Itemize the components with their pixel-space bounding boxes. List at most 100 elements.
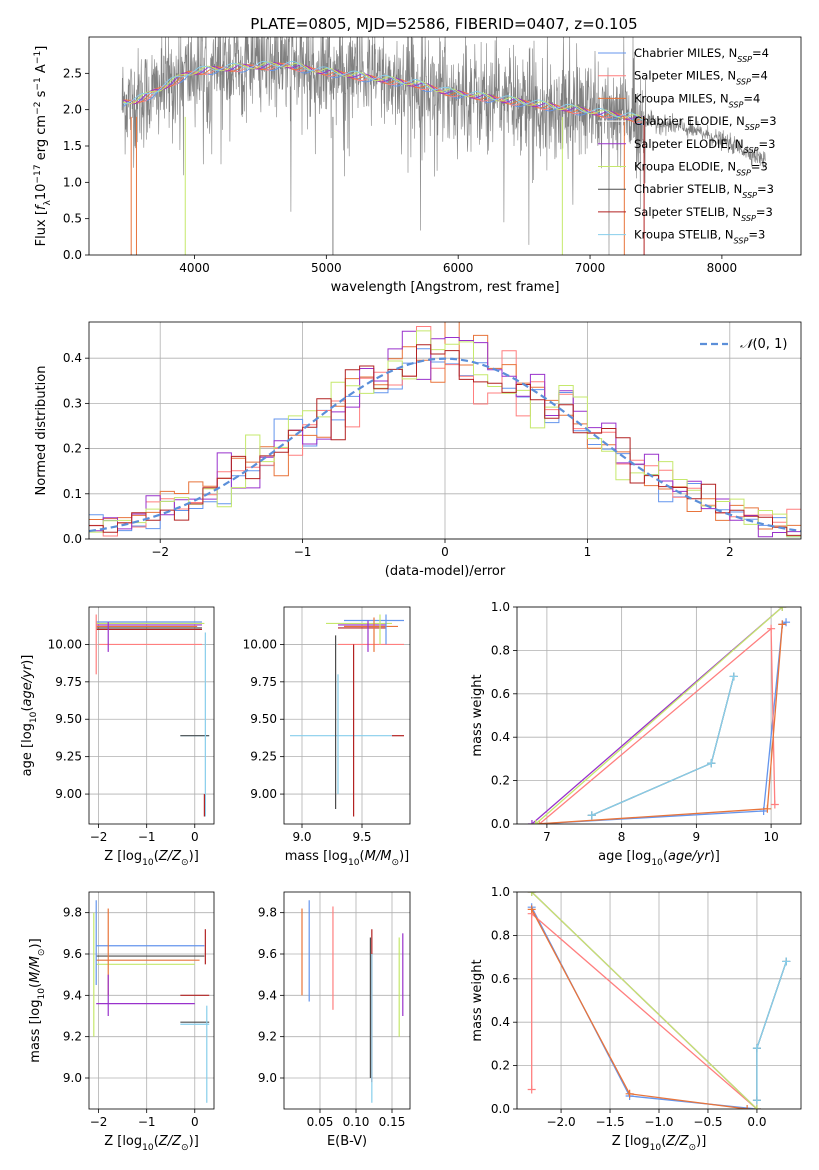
x-tick-label: −1.0 (644, 1115, 673, 1129)
x-tick-label: 9.0 (292, 830, 311, 844)
weight-line (535, 621, 787, 824)
y-tick-label: 9.4 (63, 988, 82, 1002)
weight-point (527, 905, 536, 914)
legend-entry: Kroupa ELODIE, NSSP=3 (634, 160, 768, 178)
plot-area (301, 900, 404, 1103)
plot-area (290, 614, 404, 817)
y-tick-label: 9.6 (63, 947, 82, 961)
residual-histogram (89, 330, 801, 538)
y-tick-label: 9.0 (258, 1071, 277, 1085)
x-tick-label: 0 (191, 1115, 199, 1129)
y-tick-label: 1.0 (491, 600, 510, 614)
x-tick-label: 1 (584, 545, 592, 559)
plot-area (93, 900, 210, 1103)
model-spectrum (123, 61, 643, 121)
weight-point (527, 820, 536, 824)
weight-point (531, 820, 540, 824)
axes-frame (283, 606, 411, 825)
weight-line (756, 961, 787, 1101)
x-axis-label: (data-model)/error (385, 564, 506, 579)
panel-age-vs-Z: −2 −1 0 9.00 9.25 9.50 9.75 10.00 Z [log10(Z/Z⊙)… (20, 606, 215, 868)
y-tick-label: 0.4 (491, 1015, 510, 1029)
panel-mass-vs-Z: −2 −1 0 9.0 9.2 9.4 9.6 9.8 Z [log10(Z/Z⊙)] mass … (28, 891, 215, 1153)
x-tick-label: 0 (191, 830, 199, 844)
x-tick-label: 9 (693, 830, 701, 844)
legend-entry: Salpeter ELODIE, NSSP=3 (634, 137, 775, 155)
axes-frame (88, 321, 802, 540)
legend-entry: Chabrier ELODIE, NSSP=3 (634, 114, 777, 132)
y-tick-label: 9.00 (250, 787, 277, 801)
x-tick-label: −0.5 (693, 1115, 722, 1129)
weight-point (743, 1105, 752, 1109)
weight-line (531, 909, 748, 1109)
weight-point (752, 1105, 761, 1109)
x-tick-label: 10 (763, 830, 778, 844)
axes-frame (283, 891, 411, 1110)
x-tick-label: 5000 (311, 261, 342, 275)
weight-point (752, 1044, 761, 1053)
y-tick-label: 9.4 (258, 988, 277, 1002)
weight-point (778, 620, 787, 629)
x-axis-label: Z [log10(Z/Z⊙)] (104, 849, 199, 868)
legend-entry: Chabrier STELIB, NSSP=3 (634, 182, 774, 200)
y-tick-label: 0.0 (63, 532, 82, 546)
x-tick-label: 0.15 (379, 1115, 406, 1129)
y-axis-label: age [log10(age/yr)] (20, 655, 39, 777)
y-tick-label: 9.2 (258, 1030, 277, 1044)
x-tick-label: 0.10 (343, 1115, 370, 1129)
x-tick-label: −1 (138, 830, 156, 844)
y-tick-label: 0.4 (63, 351, 82, 365)
spectrum-legend: Chabrier MILES, NSSP=4 Salpeter MILES, NS… (598, 46, 777, 245)
y-tick-label: 9.8 (63, 906, 82, 920)
panel-residuals: −2 −1 0 1 2 0.0 0.1 0.2 0.3 0.4 (data-model)/error… (34, 321, 802, 579)
weight-line (531, 906, 757, 1109)
axes-frame (88, 606, 215, 825)
weight-point (625, 1089, 634, 1098)
y-tick-label: 0.6 (491, 687, 510, 701)
weight-line (591, 676, 735, 816)
y-tick-label: 10.00 (48, 637, 82, 651)
x-axis-label: Z [log10(Z/Z⊙)] (612, 1134, 707, 1153)
panel-spectrum: 4000 5000 6000 7000 8000 0.0 0.5 1.0 1.5 2.0 2.5 wa… (33, 36, 802, 295)
weight-point (782, 957, 791, 966)
weight-line (531, 892, 758, 1109)
plot-area (527, 607, 791, 824)
y-tick-label: 1.5 (63, 139, 82, 153)
y-tick-label: 0.1 (63, 487, 82, 501)
legend-entry: Kroupa MILES, NSSP=4 (634, 91, 760, 109)
residual-histogram (89, 344, 801, 536)
legend-entry: Salpeter MILES, NSSP=4 (634, 69, 768, 87)
weight-point (759, 806, 768, 815)
weight-point (767, 624, 776, 633)
axes-frame (88, 891, 215, 1110)
y-axis-label: mass weight (470, 674, 485, 756)
y-tick-label: 9.2 (63, 1030, 82, 1044)
plot-area (527, 892, 791, 1109)
weight-line (538, 627, 776, 824)
x-tick-label: −1 (138, 1115, 156, 1129)
y-tick-label: 0.2 (491, 774, 510, 788)
y-tick-label: 0.2 (63, 442, 82, 456)
y-axis-label: mass weight (470, 959, 485, 1041)
x-tick-label: −1.5 (595, 1115, 624, 1129)
legend-entry: Chabrier MILES, NSSP=4 (634, 46, 769, 64)
panel-weight-vs-Z: −2.0 −1.5 −1.0 −0.5 0.0 0.0 0.2 0.4 0.6 0.8 1.0 Z [… (470, 885, 802, 1153)
weight-point (752, 1096, 761, 1105)
model-spectrum (123, 61, 643, 120)
x-tick-label: 6000 (443, 261, 474, 275)
x-tick-label: 0.0 (747, 1115, 766, 1129)
plot-area (89, 322, 801, 538)
observed-spectrum (121, 37, 766, 255)
plot-area (121, 37, 766, 255)
x-axis-label: age [log10(age/yr)] (598, 849, 720, 868)
y-tick-label: 0.0 (491, 1102, 510, 1116)
y-tick-label: 9.00 (55, 787, 82, 801)
y-axis-label: Flux [fλ10−17 erg cm−2 s−1 A−1] (33, 46, 53, 247)
x-axis-label: wavelength [Angstrom, rest frame] (331, 280, 560, 295)
y-tick-label: 0.2 (491, 1059, 510, 1073)
y-tick-label: 0.0 (63, 248, 82, 262)
x-tick-label: 0.05 (307, 1115, 334, 1129)
y-tick-label: 0.0 (491, 817, 510, 831)
y-tick-label: 9.50 (55, 712, 82, 726)
axes-frame (516, 606, 802, 825)
